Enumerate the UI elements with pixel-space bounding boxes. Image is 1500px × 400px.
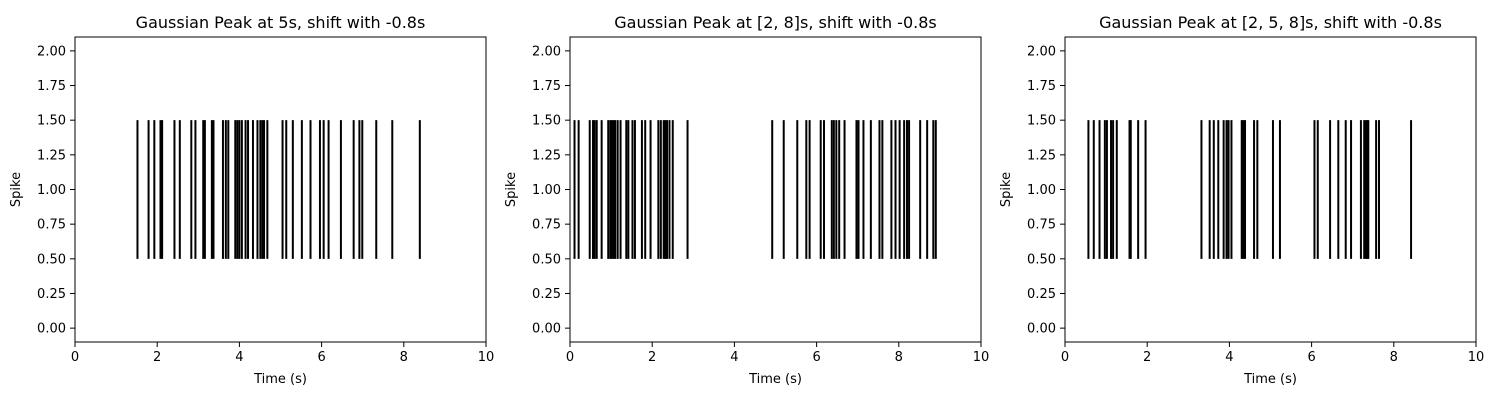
x-tick-label: 10 xyxy=(1468,350,1485,365)
y-tick-label: 2.00 xyxy=(37,44,66,59)
axes-frame xyxy=(1064,36,1477,343)
axes-frame xyxy=(74,36,487,343)
x-tick-label: 4 xyxy=(235,350,243,365)
y-tick-label: 0.00 xyxy=(532,322,561,337)
chart-panel-1: Gaussian Peak at 5s, shift with -0.8s 0 2 4… xyxy=(9,13,494,387)
x-tick-label: 2 xyxy=(153,350,161,365)
y-axis-label: Spike xyxy=(504,172,519,207)
spike-events xyxy=(136,120,421,259)
y-tick-label: 1.00 xyxy=(37,183,66,198)
x-tick-label: 0 xyxy=(71,350,79,365)
y-tick-label: 1.00 xyxy=(1027,183,1056,198)
y-tick-label: 1.75 xyxy=(1027,79,1056,94)
y-tick-label: 0.75 xyxy=(532,218,561,233)
y-tick-label: 0.25 xyxy=(37,287,66,302)
x-tick-label: 2 xyxy=(1143,350,1151,365)
y-tick-label: 1.00 xyxy=(532,183,561,198)
x-tick-label: 2 xyxy=(648,350,656,365)
spike-events xyxy=(573,120,937,259)
x-tick-label: 0 xyxy=(566,350,574,365)
y-axis-label: Spike xyxy=(999,172,1014,207)
x-tick-label: 8 xyxy=(400,350,408,365)
y-tick-label: 0.75 xyxy=(37,218,66,233)
y-tick-label: 0.00 xyxy=(1027,322,1056,337)
y-tick-label: 1.50 xyxy=(1027,114,1056,129)
chart-title: Gaussian Peak at 5s, shift with -0.8s xyxy=(136,13,426,32)
y-tick-label: 0.75 xyxy=(1027,218,1056,233)
chart-panel-3: Gaussian Peak at [2, 5, 8]s, shift with … xyxy=(999,13,1484,387)
y-tick-label: 0.25 xyxy=(532,287,561,302)
chart-panel-2: Gaussian Peak at [2, 8]s, shift with -0.… xyxy=(504,13,989,387)
x-tick-label: 6 xyxy=(317,350,325,365)
x-tick-label: 0 xyxy=(1061,350,1069,365)
x-axis-label: Time (s) xyxy=(253,372,307,387)
y-tick-label: 0.00 xyxy=(37,322,66,337)
x-tick-label: 4 xyxy=(730,350,738,365)
chart-title: Gaussian Peak at [2, 5, 8]s, shift with … xyxy=(1099,13,1442,32)
x-tick-label: 4 xyxy=(1225,350,1233,365)
y-axis-label: Spike xyxy=(9,172,24,207)
y-tick-label: 0.50 xyxy=(37,252,66,267)
x-tick-label: 10 xyxy=(973,350,990,365)
spike-events xyxy=(1087,120,1413,259)
x-axis-label: Time (s) xyxy=(748,372,802,387)
y-tick-label: 1.25 xyxy=(1027,148,1056,163)
y-tick-label: 1.50 xyxy=(37,114,66,129)
x-tick-label: 6 xyxy=(812,350,820,365)
chart-title: Gaussian Peak at [2, 8]s, shift with -0.… xyxy=(614,13,936,32)
x-tick-label: 8 xyxy=(895,350,903,365)
y-tick-label: 0.50 xyxy=(532,252,561,267)
y-tick-label: 0.50 xyxy=(1027,252,1056,267)
x-tick-label: 10 xyxy=(478,350,495,365)
y-tick-label: 2.00 xyxy=(1027,44,1056,59)
x-tick-label: 8 xyxy=(1390,350,1398,365)
axes-frame xyxy=(569,36,982,343)
y-tick-label: 1.75 xyxy=(532,79,561,94)
y-tick-label: 1.25 xyxy=(532,148,561,163)
y-tick-label: 0.25 xyxy=(1027,287,1056,302)
y-tick-label: 1.75 xyxy=(37,79,66,94)
y-tick-label: 1.50 xyxy=(532,114,561,129)
y-tick-label: 2.00 xyxy=(532,44,561,59)
x-axis-label: Time (s) xyxy=(1243,372,1297,387)
x-tick-label: 6 xyxy=(1307,350,1315,365)
y-tick-label: 1.25 xyxy=(37,148,66,163)
